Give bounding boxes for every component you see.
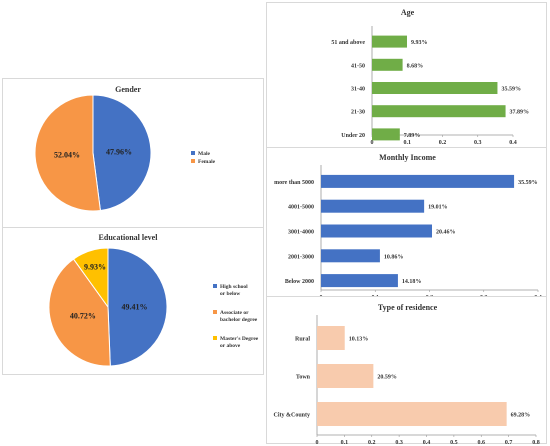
x-tick-label: 0.7 — [505, 440, 513, 446]
income-chart-panel: Monthly Income00.10.20.30.4more than 500… — [266, 147, 547, 301]
age-bar-chart: Age 0 0.1 0.2 0.3 0.4 51 and above 9.93% 41-50 8.… — [331, 8, 530, 146]
legend-swatch — [213, 310, 217, 314]
bar — [372, 35, 408, 48]
category-label: Under 20 — [341, 133, 365, 139]
gender-chart-panel: Gender 47.96% 52.04% Male Female — [2, 78, 264, 228]
bar-data-label: 9.93% — [411, 40, 428, 46]
bar-data-label: 14.18% — [402, 279, 422, 285]
bar — [321, 274, 398, 288]
bar — [321, 249, 380, 263]
legend-swatch — [213, 284, 217, 288]
x-tick-label: 0.4 — [509, 140, 517, 146]
bar-data-label: 7.89% — [404, 133, 421, 139]
bar — [321, 224, 432, 238]
bar — [321, 174, 515, 188]
bar — [372, 128, 400, 141]
legend-swatch — [191, 151, 195, 155]
pie-data-label: 9.93% — [84, 263, 106, 272]
legend-label: Master's Degree — [220, 336, 259, 342]
bar — [372, 105, 506, 118]
bar-data-label: 8.68% — [407, 63, 424, 69]
bar — [317, 364, 374, 388]
x-tick-label: 0.5 — [450, 440, 458, 446]
legend-label: High school — [220, 284, 248, 290]
category-label: 21-30 — [351, 110, 365, 116]
bar — [317, 402, 507, 426]
legend-label: Female — [198, 159, 216, 165]
bar — [317, 326, 345, 350]
bar-data-label: 35.59% — [518, 180, 538, 186]
bar-data-label: 35.59% — [501, 87, 520, 93]
pie-slice — [72, 247, 109, 309]
bar-data-label: 69.28% — [511, 413, 531, 419]
legend-label: or above — [220, 343, 241, 349]
category-label: 3001-4000 — [288, 230, 314, 236]
category-label: 4001-5000 — [288, 205, 314, 211]
gender-pie-chart: Gender 47.96% 52.04% Male Female — [34, 85, 216, 212]
category-label: City &County — [273, 413, 310, 419]
category-label: more than 5000 — [274, 180, 314, 186]
residence-bar-chart: Type of residence 0 0.1 0.2 0.3 0.4 0.5 0.6 0.7 0… — [273, 303, 540, 446]
x-tick-label: 0.4 — [423, 440, 431, 446]
bar-data-label: 10.13% — [349, 337, 369, 343]
category-label: 31-40 — [351, 87, 365, 93]
bar-data-label: 10.86% — [384, 254, 404, 260]
category-label: 51 and above — [331, 40, 365, 46]
income-bar-chart: Monthly Income00.10.20.30.4more than 500… — [274, 153, 542, 301]
legend-label: or below — [220, 291, 240, 297]
x-tick-label: 0.6 — [478, 440, 486, 446]
x-tick-label: 0.2 — [368, 440, 376, 446]
pie-slice — [34, 94, 101, 212]
chart-title: Type of residence — [378, 303, 438, 312]
x-tick-label: 0.3 — [395, 440, 403, 446]
residence-chart-panel: Type of residence 0 0.1 0.2 0.3 0.4 0.5 0.6 0.7 0… — [266, 296, 547, 446]
pie-data-label: 40.72% — [70, 312, 96, 321]
bar — [372, 82, 498, 94]
chart-title: Monthly Income — [379, 153, 436, 162]
category-label: Rural — [295, 337, 310, 343]
category-label: Town — [296, 375, 311, 381]
legend-label: Male — [198, 151, 210, 157]
pie-slice — [107, 247, 168, 367]
pie-data-label: 52.04% — [54, 151, 80, 160]
bar-data-label: 19.01% — [428, 205, 448, 211]
pie-data-label: 47.96% — [106, 147, 132, 156]
x-tick-label: 0 — [371, 140, 374, 146]
chart-title: Educational level — [99, 233, 159, 242]
pie-data-label: 49.41% — [122, 302, 148, 311]
legend-label: Associate or — [220, 310, 249, 316]
x-tick-label: 0.1 — [341, 440, 349, 446]
education-chart-panel: Educational level 49.41% 40.72% 9.93% High s… — [2, 227, 264, 375]
category-label: Below 2000 — [285, 279, 314, 285]
legend-label: bachelor degree — [220, 317, 258, 323]
x-tick-label: 0.1 — [404, 140, 412, 146]
category-label: 2001-3000 — [288, 254, 314, 260]
bar — [321, 199, 425, 213]
x-tick-label: 0.3 — [474, 140, 482, 146]
x-tick-label: 0 — [316, 440, 319, 446]
education-pie-chart: Educational level 49.41% 40.72% 9.93% High s… — [48, 233, 259, 367]
chart-title: Age — [401, 8, 415, 17]
chart-title: Gender — [115, 85, 141, 94]
category-label: 41-50 — [351, 63, 365, 69]
bar-data-label: 20.46% — [436, 230, 456, 236]
legend-swatch — [213, 336, 217, 340]
x-tick-label: 0.8 — [532, 440, 540, 446]
bar-data-label: 20.59% — [377, 375, 397, 381]
legend-swatch — [191, 159, 195, 163]
x-tick-label: 0.2 — [439, 140, 447, 146]
bar — [372, 58, 403, 71]
pie-slice — [92, 94, 152, 212]
pie-slice — [48, 258, 111, 367]
age-chart-panel: Age 0 0.1 0.2 0.3 0.4 51 and above 9.93% 41-50 8.… — [266, 2, 547, 148]
bar-data-label: 37.89% — [510, 110, 530, 116]
